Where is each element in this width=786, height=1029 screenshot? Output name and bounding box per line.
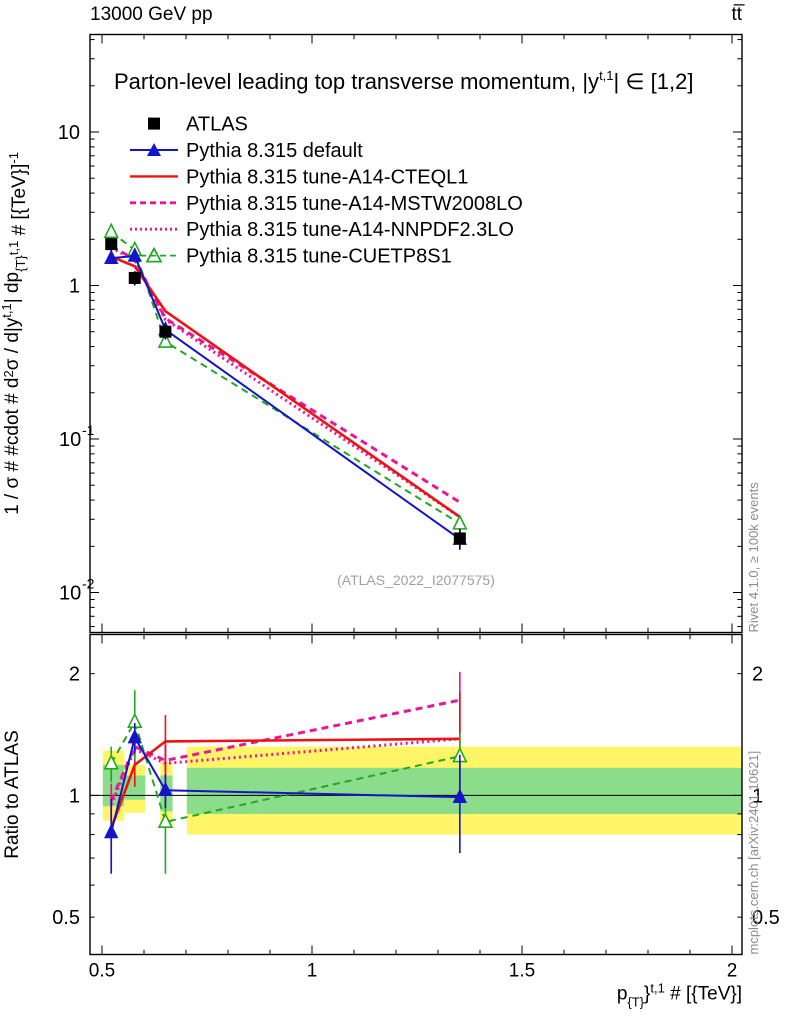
svg-text:mcplots.cern.ch [arXiv:2401.10: mcplots.cern.ch [arXiv:2401.10621] — [746, 751, 761, 955]
svg-text:2: 2 — [752, 664, 763, 686]
svg-text:Pythia 8.315 tune-A14-NNPDF2.3: Pythia 8.315 tune-A14-NNPDF2.3LO — [186, 219, 514, 241]
svg-text:13000 GeV pp: 13000 GeV pp — [90, 4, 213, 25]
svg-text:-1: -1 — [82, 422, 95, 438]
svg-text:0.5: 0.5 — [52, 907, 80, 929]
svg-text:2: 2 — [69, 664, 80, 686]
svg-text:(ATLAS_2022_I2077575): (ATLAS_2022_I2077575) — [337, 572, 495, 588]
svg-text:Ratio to ATLAS: Ratio to ATLAS — [2, 730, 23, 859]
svg-text:Pythia 8.315 tune-A14-CTEQL1: Pythia 8.315 tune-A14-CTEQL1 — [186, 166, 468, 188]
svg-text:Pythia 8.315 tune-CUETP8S1: Pythia 8.315 tune-CUETP8S1 — [186, 246, 452, 268]
svg-text:1.5: 1.5 — [509, 961, 535, 982]
svg-text:1: 1 — [307, 961, 318, 982]
svg-text:-2: -2 — [82, 576, 95, 592]
svg-text:1: 1 — [69, 276, 80, 298]
svg-text:ATLAS: ATLAS — [186, 114, 248, 136]
svg-text:Pythia 8.315 default: Pythia 8.315 default — [186, 140, 363, 162]
svg-text:2: 2 — [727, 961, 738, 982]
svg-text:0.5: 0.5 — [89, 961, 115, 982]
svg-text:Pythia 8.315 tune-A14-MSTW2008: Pythia 8.315 tune-A14-MSTW2008LO — [186, 193, 523, 215]
svg-text:1: 1 — [69, 785, 80, 807]
svg-text:10: 10 — [58, 122, 80, 144]
svg-text:10: 10 — [59, 583, 81, 605]
svg-text:Rivet 4.1.0, ≥ 100k events: Rivet 4.1.0, ≥ 100k events — [746, 482, 761, 633]
svg-text:10: 10 — [59, 429, 81, 451]
